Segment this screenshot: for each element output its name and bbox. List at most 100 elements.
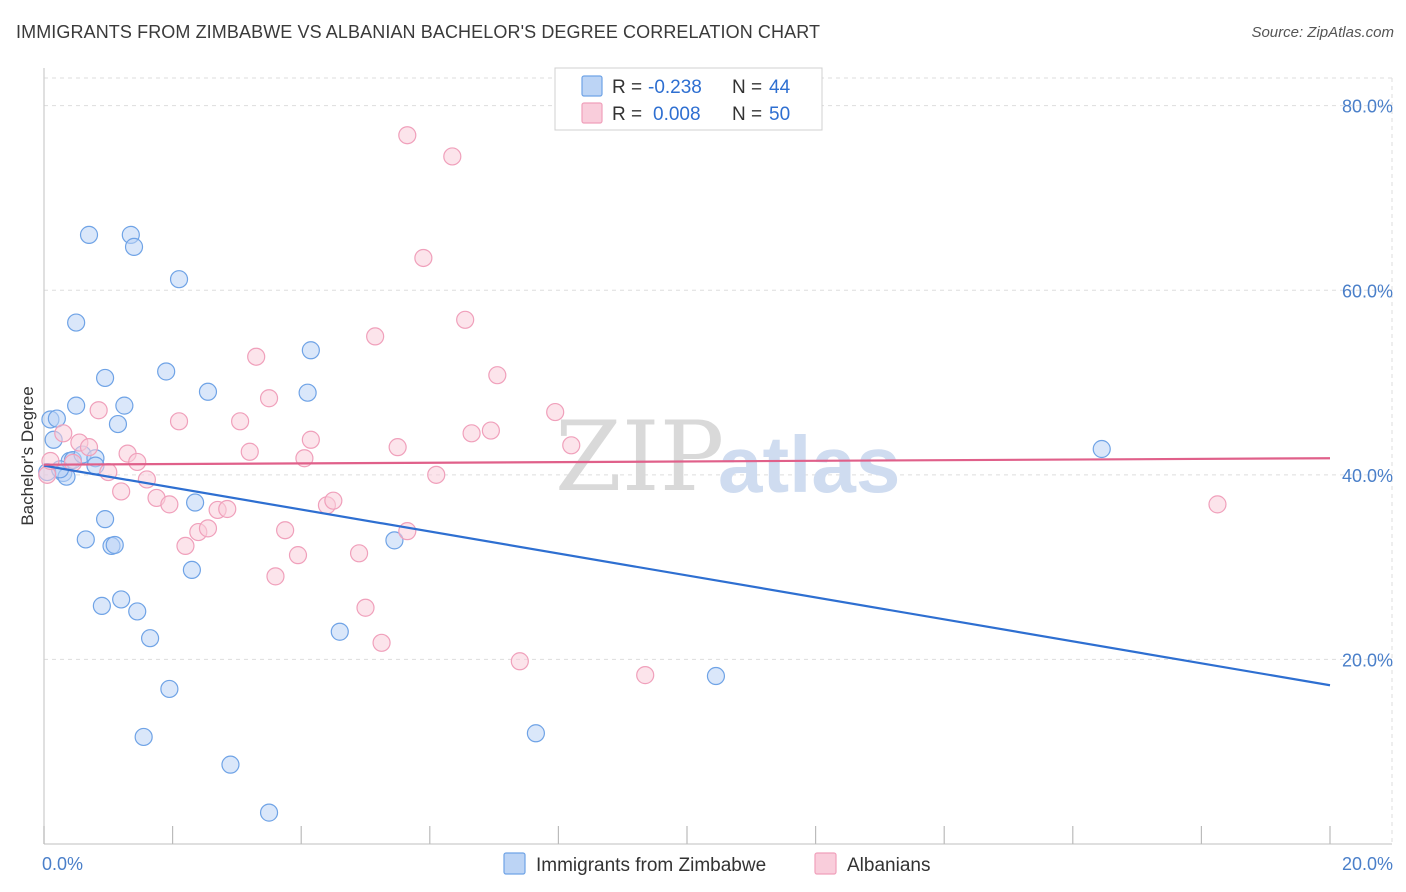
correlation-legend: R = -0.238 N = 44 R = 0.008 N = 50 [554, 67, 823, 131]
pink-point-45 [510, 652, 529, 671]
blue-point-28 [160, 679, 179, 699]
chart-title: IMMIGRANTS FROM ZIMBABWE VS ALBANIAN BAC… [16, 22, 821, 42]
pink-point-22 [247, 347, 266, 366]
blue-point-20 [112, 590, 131, 609]
pink-point-33 [366, 327, 385, 346]
pink-point-6 [89, 401, 108, 420]
y-axis-label: Bachelor's Degree [18, 386, 37, 525]
pink-point-48 [636, 666, 655, 685]
pink-point-2 [54, 424, 73, 443]
blue-point-30 [182, 560, 201, 580]
pink-point-28 [301, 430, 320, 449]
pink-point-26 [288, 546, 308, 565]
series-legend-label-blue: Immigrants from Zimbabwe [536, 855, 766, 876]
pink-point-25 [276, 521, 295, 540]
y-tick-label-1: 40.0% [1342, 466, 1393, 486]
blue-point-8 [67, 313, 86, 332]
pink-point-39 [427, 465, 446, 484]
pink-point-43 [481, 421, 500, 440]
series-legend: Immigrants from Zimbabwe Albanians [503, 852, 930, 876]
blue-trend-line [43, 464, 1331, 687]
pink-point-15 [176, 536, 195, 556]
blue-point-36 [301, 341, 320, 360]
blue-point-37 [330, 622, 349, 641]
watermark-atlas: atlas [718, 420, 900, 509]
x-tick-label-1: 20.0% [1342, 854, 1393, 874]
blue-point-15 [95, 368, 115, 388]
y-tick-label-2: 60.0% [1342, 281, 1393, 301]
data-points [38, 126, 1227, 822]
blue-point-27 [157, 362, 176, 381]
pink-point-31 [349, 544, 369, 563]
pink-point-38 [414, 248, 433, 268]
blue-point-29 [169, 270, 189, 289]
blue-point-19 [108, 414, 128, 434]
y-tick-label-0: 20.0% [1342, 650, 1393, 670]
blue-point-33 [221, 755, 240, 774]
pink-point-24 [266, 567, 285, 586]
blue-point-25 [134, 727, 153, 747]
blue-point-21 [115, 396, 134, 415]
legend-swatch-pink [581, 102, 603, 124]
series-legend-swatch-blue [503, 852, 526, 875]
pink-point-37 [398, 126, 417, 145]
source-label: Source: ZipAtlas.com [1251, 24, 1394, 41]
pink-trend-line [43, 457, 1331, 466]
legend-swatch-blue [581, 75, 603, 97]
pink-point-34 [372, 633, 391, 652]
pink-point-21 [240, 442, 259, 461]
x-tick-label-0: 0.0% [42, 854, 83, 874]
blue-point-41 [1092, 439, 1111, 459]
blue-point-34 [259, 803, 279, 822]
pink-point-17 [198, 519, 218, 538]
blue-point-31 [186, 493, 205, 512]
pink-point-42 [462, 424, 481, 443]
blue-point-11 [79, 225, 99, 244]
pink-point-20 [231, 412, 250, 431]
pink-point-23 [259, 389, 279, 408]
trend-lines [43, 457, 1331, 687]
pink-point-47 [562, 436, 581, 455]
pink-point-19 [218, 499, 237, 519]
pink-point-46 [546, 402, 565, 422]
pink-point-44 [488, 366, 507, 385]
y-tick-label-3: 80.0% [1342, 97, 1393, 117]
pink-point-36 [398, 522, 417, 541]
watermark-zip: ZIP [555, 401, 724, 513]
blue-point-24 [128, 602, 147, 621]
blue-point-26 [140, 629, 160, 648]
blue-point-16 [95, 510, 115, 529]
pink-point-40 [443, 147, 462, 166]
pink-point-49 [1208, 495, 1227, 514]
series-legend-label-pink: Albanians [847, 855, 930, 876]
blue-point-38 [385, 531, 404, 550]
legend-r-label-blue: R = [612, 77, 642, 98]
blue-point-7 [67, 396, 86, 415]
blue-point-35 [298, 383, 317, 402]
blue-point-10 [76, 530, 95, 549]
pink-point-30 [324, 491, 343, 510]
legend-r-label-pink: R = [612, 104, 642, 125]
y-tick-labels: 20.0% 40.0% 60.0% 80.0% [1342, 97, 1393, 671]
pink-point-11 [137, 470, 156, 489]
series-legend-swatch-pink [814, 852, 837, 875]
legend-r-value-blue: -0.238 [648, 77, 702, 98]
blue-point-39 [526, 724, 545, 743]
pink-point-5 [79, 438, 99, 457]
legend-r-value-pink: 0.008 [653, 104, 701, 125]
pink-point-41 [456, 310, 475, 329]
watermark: ZIP atlas [555, 401, 900, 513]
pink-point-8 [112, 482, 131, 501]
blue-point-40 [706, 666, 726, 686]
legend-n-value-blue: 44 [769, 77, 791, 98]
pink-point-32 [356, 598, 375, 617]
pink-point-35 [388, 438, 407, 457]
legend-n-label-blue: N = [732, 77, 762, 98]
blue-point-23 [124, 237, 144, 256]
blue-point-32 [198, 382, 218, 401]
pink-point-10 [128, 452, 147, 472]
blue-point-18 [105, 535, 124, 555]
pink-point-13 [160, 495, 179, 514]
legend-n-value-pink: 50 [769, 104, 790, 125]
